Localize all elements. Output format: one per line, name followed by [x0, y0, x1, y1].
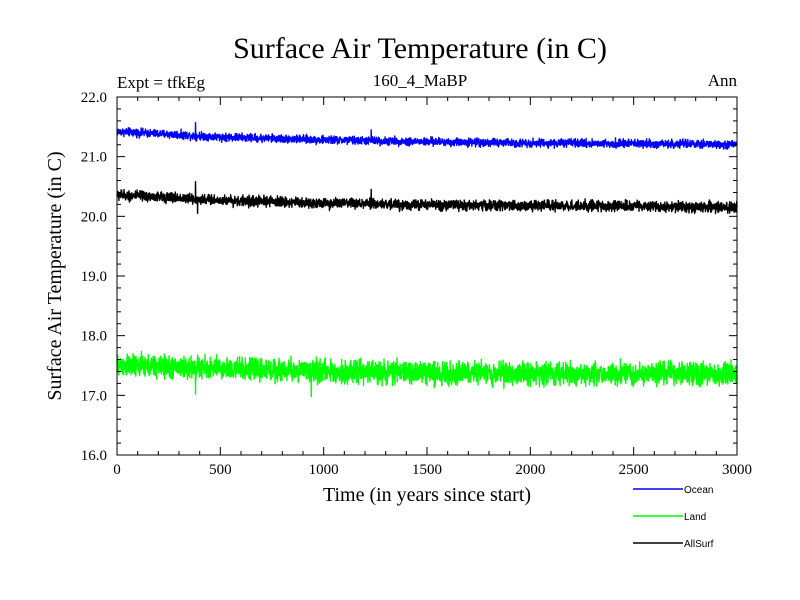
y-tick-label: 18.0 — [81, 329, 107, 345]
x-tick-label: 0 — [113, 462, 121, 478]
x-tick-label: 1000 — [309, 462, 339, 478]
y-tick-label: 16.0 — [81, 448, 107, 464]
plot-area: 0 500 1000 1500 2000 2500 3000 16.0 17.0 18.0 19.0… — [81, 90, 752, 478]
y-tick-label: 21.0 — [81, 150, 107, 166]
chart-title: Surface Air Temperature (in C) — [233, 32, 607, 65]
legend-label-ocean: Ocean — [684, 485, 713, 496]
series-line-allsurf — [116, 181, 738, 215]
x-tick-label: 1500 — [412, 462, 442, 478]
y-tick-label: 22.0 — [81, 90, 107, 106]
y-axis-label: Surface Air Temperature (in C) — [44, 151, 66, 400]
legend: Ocean Land AllSurf — [633, 485, 714, 550]
x-tick-label: 500 — [209, 462, 232, 478]
y-tick-label: 20.0 — [81, 209, 107, 225]
x-axis-label: Time (in years since start) — [323, 484, 531, 506]
y-tick-label: 19.0 — [81, 269, 107, 285]
x-tick-label: 3000 — [722, 462, 752, 478]
legend-label-allsurf: AllSurf — [684, 539, 714, 550]
series-line-ocean — [116, 121, 738, 150]
x-tick-label: 2000 — [515, 462, 545, 478]
chart-subtitle: 160_4_MaBP — [373, 71, 467, 90]
plot-frame — [116, 96, 738, 456]
legend-label-land: Land — [684, 512, 706, 523]
ticks-layer: 0 500 1000 1500 2000 2500 3000 16.0 17.0 18.0 19.0… — [81, 90, 752, 478]
series-line-land — [116, 350, 738, 398]
x-tick-label: 2500 — [619, 462, 649, 478]
y-tick-label: 17.0 — [81, 388, 107, 404]
expt-annotation: Expt = tfkEg — [117, 73, 205, 92]
period-annotation: Ann — [708, 71, 738, 90]
series-layer — [116, 121, 738, 398]
